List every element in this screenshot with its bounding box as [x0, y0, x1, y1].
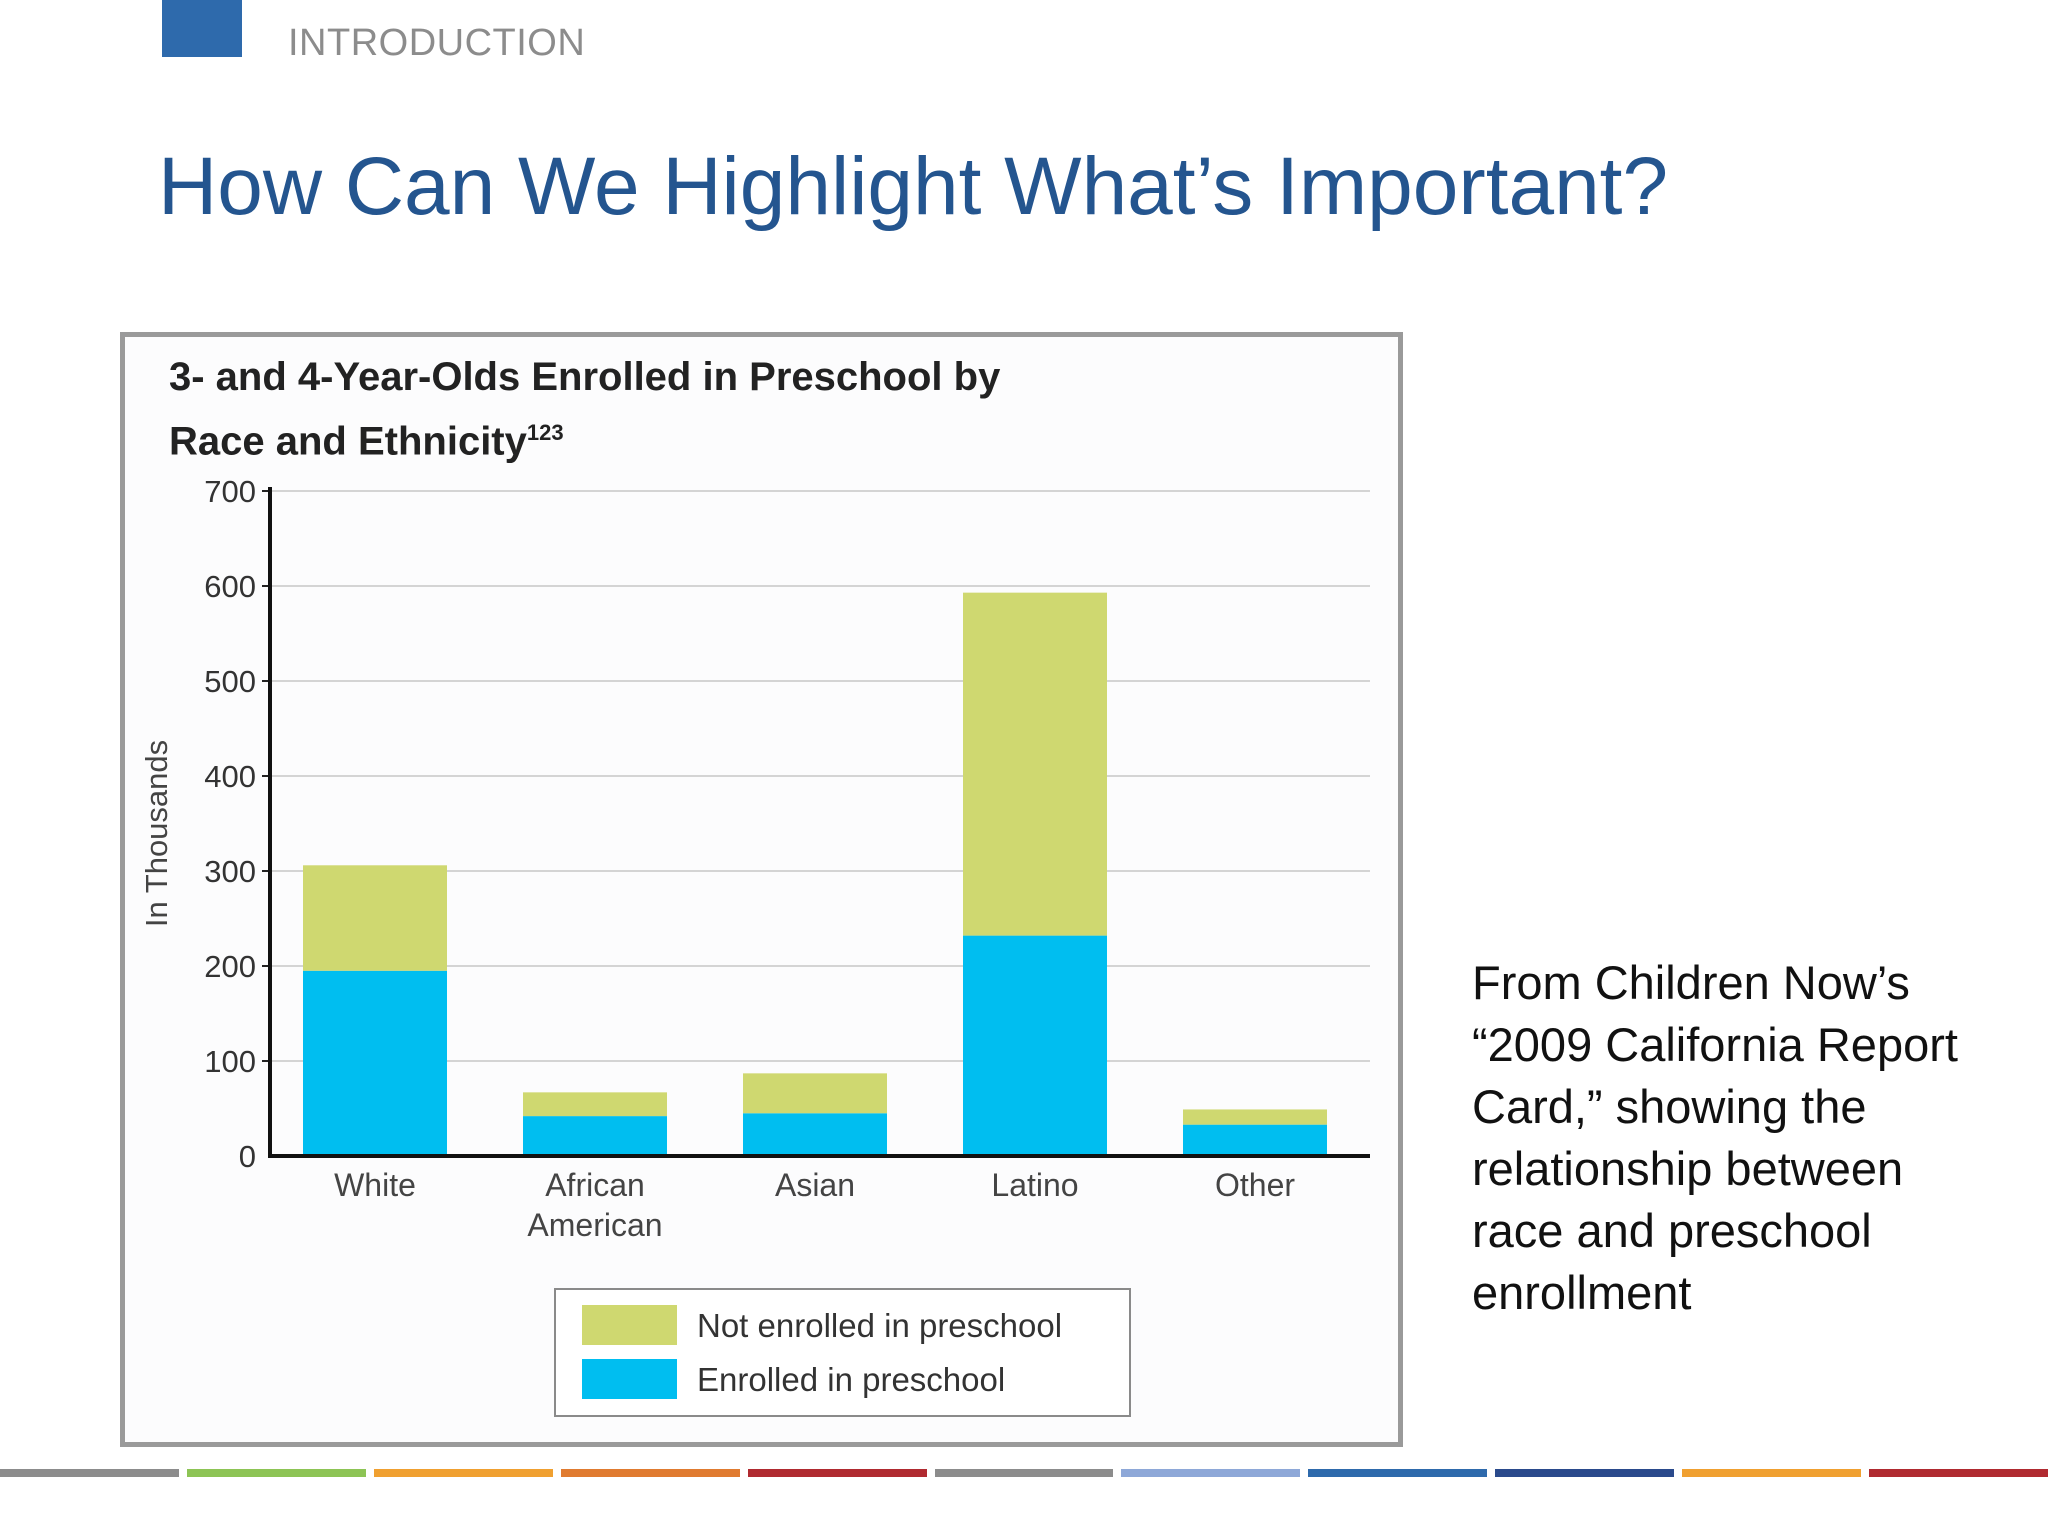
y-tick-label: 300 [204, 854, 256, 889]
bar-enrolled [963, 935, 1107, 1156]
y-tick-label: 200 [204, 949, 256, 984]
corner-accent-square [162, 0, 242, 57]
y-tick-label: 100 [204, 1044, 256, 1079]
legend-label: Enrolled in preschool [697, 1361, 1005, 1398]
legend-label: Not enrolled in preschool [697, 1307, 1062, 1344]
bar-not-enrolled [303, 865, 447, 971]
footer-stripe [1869, 1469, 2048, 1477]
chart-title-text: 3- and 4-Year-Olds Enrolled in Preschool… [169, 355, 1001, 464]
bar-not-enrolled [523, 1092, 667, 1117]
footer-stripe [186, 1469, 366, 1477]
x-tick-label: White [334, 1167, 416, 1203]
bar-enrolled [523, 1116, 667, 1156]
y-tick-label: 500 [204, 664, 256, 699]
footer-stripe [1121, 1469, 1301, 1477]
y-tick-label: 700 [204, 474, 256, 509]
bar-enrolled [303, 970, 447, 1156]
legend-swatch [582, 1359, 677, 1399]
footer-stripe [560, 1469, 740, 1477]
chart-title: 3- and 4-Year-Olds Enrolled in Preschool… [169, 349, 1069, 469]
bar-enrolled [743, 1113, 887, 1156]
footer-stripe [0, 1469, 179, 1477]
slide-title: How Can We Highlight What’s Important? [158, 141, 1669, 232]
bar-not-enrolled [743, 1073, 887, 1114]
x-tick-label: Asian [775, 1167, 855, 1203]
footer-stripe [934, 1469, 1114, 1477]
footer-stripe [1495, 1469, 1675, 1477]
x-tick-label: American [527, 1207, 662, 1243]
x-tick-label: Latino [991, 1167, 1078, 1203]
section-label: INTRODUCTION [288, 22, 586, 64]
y-tick-label: 400 [204, 759, 256, 794]
bar-not-enrolled [1183, 1109, 1327, 1125]
footer-stripe [373, 1469, 553, 1477]
footer-stripe [747, 1469, 927, 1477]
bar-chart: 0 100 200 300 400 500 600 700 In Thousands White A… [139, 474, 1370, 1417]
footer-stripe [1308, 1469, 1488, 1477]
source-note: From Children Now’s “2009 California Rep… [1472, 956, 1958, 1319]
footer-color-stripes [0, 1469, 2048, 1477]
x-tick-label: Other [1215, 1167, 1295, 1203]
legend-swatch [582, 1305, 677, 1345]
footer-stripe [1682, 1469, 1862, 1477]
bar-enrolled [1183, 1124, 1327, 1156]
bar-not-enrolled [963, 592, 1107, 936]
chart-title-superscript: 123 [526, 420, 564, 445]
y-tick-label: 0 [239, 1139, 256, 1174]
y-tick-label: 600 [204, 569, 256, 604]
chart-frame: 3- and 4-Year-Olds Enrolled in Preschool… [120, 332, 1403, 1447]
y-axis-label: In Thousands [139, 740, 174, 927]
x-tick-label: African [545, 1167, 645, 1203]
